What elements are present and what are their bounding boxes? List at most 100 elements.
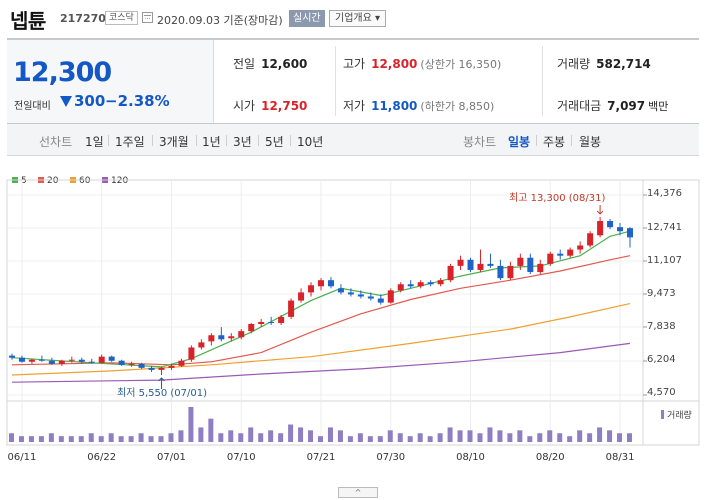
volume-bar <box>467 430 473 442</box>
tab-weekly[interactable]: 주봉 <box>543 135 566 149</box>
volume-bar <box>158 436 164 442</box>
line-chart-label: 선차트 <box>39 135 73 149</box>
volume-bar <box>178 430 184 442</box>
tab-1w[interactable]: 1주일 <box>115 135 145 149</box>
candle-body <box>238 331 245 338</box>
candle-body <box>557 253 564 256</box>
change-label: 전일대비 <box>14 101 51 112</box>
tab-daily[interactable]: 일봉 <box>508 135 531 149</box>
candle-body <box>397 284 404 291</box>
candle-body <box>88 361 95 363</box>
candle-body <box>68 359 75 361</box>
volume-bar <box>238 433 244 442</box>
low-cell: 저가 11,800 (하한가 8,850) <box>343 97 494 114</box>
tab-divider <box>290 135 291 146</box>
candle-body <box>78 359 85 362</box>
high-cell: 고가 12,800 (상한가 16,350) <box>343 55 501 72</box>
quote-panel: 12,300 전일대비 300 −2.38% 전일 12,600 시가 12,750… <box>7 38 699 124</box>
divider <box>335 46 336 116</box>
volume-bar <box>567 436 573 442</box>
volume-pane-frame <box>6 400 700 446</box>
candle-body <box>248 324 255 332</box>
candle-body <box>318 280 324 287</box>
volume-bar <box>208 418 214 442</box>
tab-divider <box>152 135 153 146</box>
volume-bar <box>18 436 24 442</box>
chart-canvas <box>6 179 700 446</box>
x-tick: 06/22 <box>87 452 117 463</box>
volume-bar <box>417 433 423 442</box>
amount-cell: 거래대금 7,097 백만 <box>557 97 668 114</box>
tab-1d[interactable]: 1일 <box>85 135 104 149</box>
volume-bar <box>278 433 284 442</box>
volume-bar <box>268 430 274 442</box>
tab-1y[interactable]: 1년 <box>202 135 221 149</box>
realtime-button[interactable]: 실시간 <box>289 10 325 27</box>
prev-close-cell: 전일 12,600 <box>233 55 307 72</box>
tab-3y[interactable]: 3년 <box>233 135 252 149</box>
candle-body <box>28 359 35 362</box>
candle-body <box>337 288 344 293</box>
candle-body <box>407 284 414 287</box>
volume-bar <box>407 436 413 442</box>
tab-divider <box>226 135 227 146</box>
candle-body <box>427 282 434 285</box>
volume-value: 582,714 <box>596 57 651 71</box>
volume-bar <box>78 436 84 442</box>
high-arrow <box>596 204 604 215</box>
tab-5y[interactable]: 5년 <box>265 135 284 149</box>
candle-body <box>517 257 524 266</box>
volume-bar <box>547 430 553 442</box>
tab-monthly[interactable]: 월봉 <box>579 135 602 149</box>
volume-cell: 거래량 582,714 <box>557 55 651 72</box>
volume-bar <box>98 436 104 442</box>
base-date: 2020.09.03 기준(장마감) <box>157 14 283 27</box>
tab-3m[interactable]: 3개월 <box>159 135 189 149</box>
volume-bar <box>347 436 353 442</box>
candle-body <box>627 228 633 238</box>
candle-body <box>48 360 55 364</box>
volume-bar <box>168 433 174 442</box>
candle-body <box>138 363 145 368</box>
open-value: 12,750 <box>261 99 308 113</box>
collapse-chart-button[interactable]: ^ <box>338 487 378 498</box>
volume-bar <box>537 433 543 442</box>
volume-bar <box>477 433 483 442</box>
volume-bar <box>367 436 373 442</box>
stock-chart: 5 20 60 120 14,376 12,741 11,107 9,473 7… <box>0 160 706 500</box>
legend-ma120-label: 120 <box>111 176 129 186</box>
volume-bar <box>597 427 603 442</box>
candle-body <box>437 280 444 285</box>
volume-bar <box>497 430 503 442</box>
low-annotation: 최저 5,550 (07/01) <box>117 388 208 399</box>
candle-body <box>527 257 534 273</box>
volume-bar <box>38 436 44 442</box>
tab-divider <box>571 135 572 146</box>
candle-body <box>357 294 364 297</box>
volume-legend-label: 거래량 <box>667 411 692 421</box>
x-tick: 08/20 <box>535 452 565 463</box>
change-amount: 300 <box>74 92 106 110</box>
upper-limit: (상한가 16,350) <box>420 58 502 71</box>
tab-10y[interactable]: 10년 <box>297 135 324 149</box>
candle-body <box>108 356 115 361</box>
x-tick: 08/10 <box>456 452 485 463</box>
candle-body <box>38 359 45 361</box>
candle-body <box>457 259 464 266</box>
high-value: 12,800 <box>371 57 418 71</box>
volume-bar <box>258 433 264 442</box>
company-overview-dropdown[interactable]: 기업개요 ▾ <box>329 10 386 27</box>
volume-bar <box>447 427 453 442</box>
volume-bar <box>397 433 403 442</box>
candle-body <box>18 357 25 362</box>
candle-body <box>547 253 554 264</box>
volume-bar <box>248 427 254 442</box>
stock-header: 넵튠 217270 코스닥 2020.09.03 기준(장마감) 실시간 기업개… <box>0 0 706 36</box>
volume-bar <box>357 433 363 442</box>
high-annotation: 최고 13,300 (08/31) <box>509 193 606 204</box>
candle-body <box>477 263 484 270</box>
volume-bar <box>487 427 493 442</box>
volume-bar <box>9 433 14 442</box>
tab-divider <box>196 135 197 146</box>
y-tick: 6,204 <box>647 354 676 365</box>
